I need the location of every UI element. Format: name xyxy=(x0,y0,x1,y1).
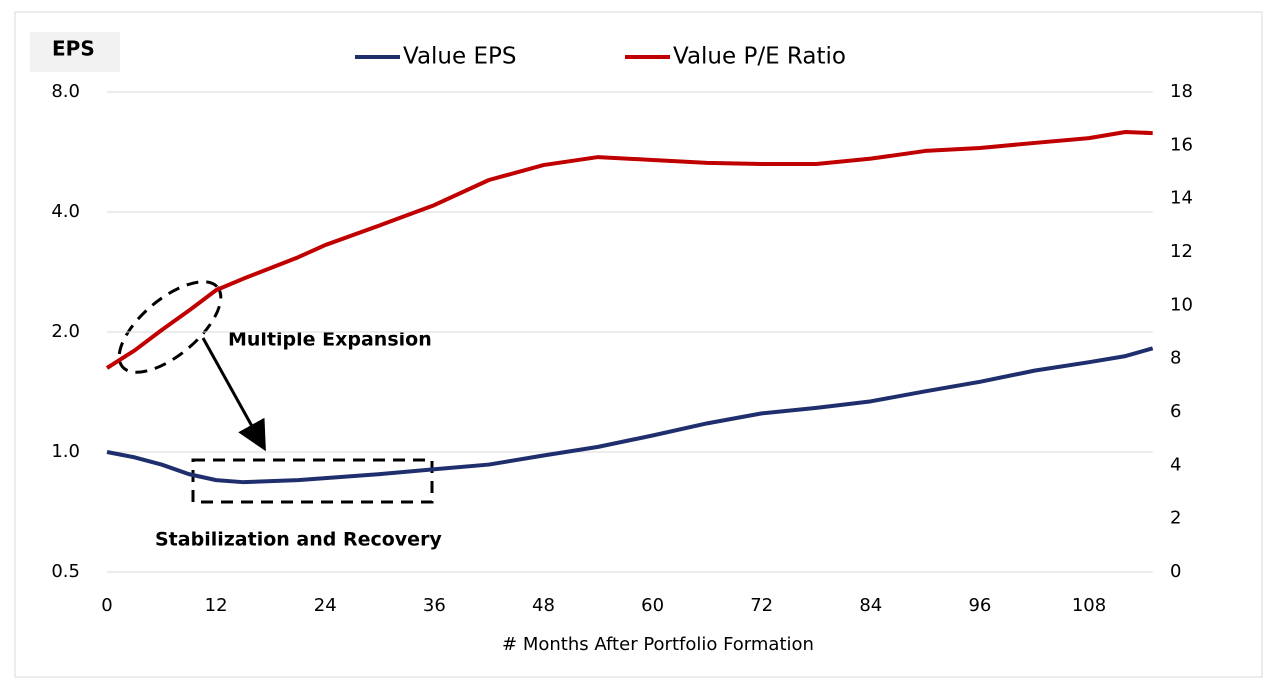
x-tick-label: 24 xyxy=(314,595,337,616)
series-line xyxy=(105,130,1153,370)
x-tick-label: 12 xyxy=(205,595,228,616)
legend-label: Value EPS xyxy=(403,44,516,70)
x-tick-label: 84 xyxy=(859,595,882,616)
series-line xyxy=(106,346,1154,485)
y2-tick-label: 10 xyxy=(1170,294,1193,315)
y2-tick-label: 6 xyxy=(1170,401,1181,422)
x-tick-label: 72 xyxy=(750,595,773,616)
x-tick-label: 48 xyxy=(532,595,555,616)
annotation: Multiple Expansion xyxy=(228,329,432,351)
highlight-box xyxy=(191,458,434,504)
arrow xyxy=(201,337,266,452)
y2-tick-label: 8 xyxy=(1170,348,1181,369)
annotation: Stabilization and Recovery xyxy=(155,529,442,551)
y-tick-label: 2.0 xyxy=(51,321,80,342)
y2-tick-label: 0 xyxy=(1170,561,1181,582)
legend-label: Value P/E Ratio xyxy=(673,44,846,70)
chart-frame xyxy=(14,11,1263,678)
y2-tick-label: 18 xyxy=(1170,81,1193,102)
y-axis-label: EPS xyxy=(52,37,95,61)
y2-tick-label: 14 xyxy=(1170,188,1193,209)
y2-tick-label: 2 xyxy=(1170,508,1181,529)
y-tick-label: 8.0 xyxy=(51,81,80,102)
y2-tick-label: 12 xyxy=(1170,241,1193,262)
x-tick-label: 0 xyxy=(101,595,112,616)
x-tick-label: 60 xyxy=(641,595,664,616)
y-tick-label: 0.5 xyxy=(51,561,80,582)
x-axis-label: # Months After Portfolio Formation xyxy=(502,634,814,655)
y-tick-label: 4.0 xyxy=(51,201,80,222)
y-tick-label: 1.0 xyxy=(51,441,80,462)
x-tick-label: 36 xyxy=(423,595,446,616)
y2-tick-label: 16 xyxy=(1170,134,1193,155)
y2-tick-label: 4 xyxy=(1170,454,1181,475)
highlight-ellipse xyxy=(117,280,223,374)
x-tick-label: 96 xyxy=(968,595,991,616)
ylabel-box xyxy=(30,32,120,72)
x-tick-label: 108 xyxy=(1072,595,1106,616)
